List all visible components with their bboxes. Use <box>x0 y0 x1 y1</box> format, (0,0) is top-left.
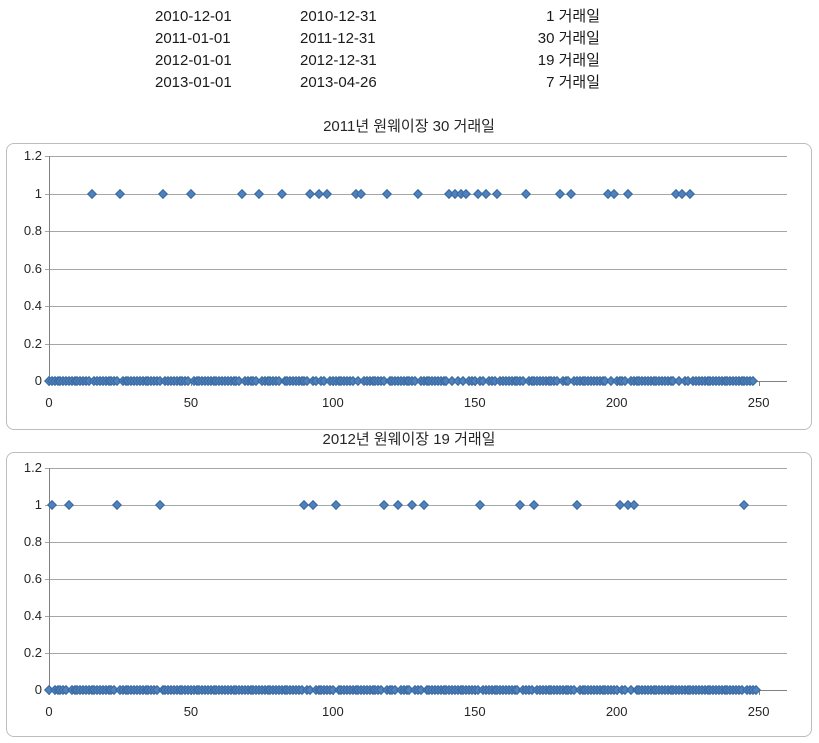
data-point <box>685 188 696 199</box>
y-tick-label: 0.8 <box>23 534 42 549</box>
trading-days-cell: 30 거래일 <box>537 30 600 47</box>
x-tick-label: 200 <box>605 704 628 719</box>
y-tick-label: 1.2 <box>23 460 42 475</box>
y-tick-label: 0.2 <box>23 335 42 351</box>
data-point <box>378 500 389 510</box>
table-row: 2011-01-01 2011-12-31 30 거래일 <box>0 28 819 50</box>
end-date-cell: 2011-12-31 <box>300 30 376 47</box>
data-point <box>623 188 633 199</box>
data-point <box>608 188 619 199</box>
data-point <box>418 500 429 510</box>
gridline-y <box>45 268 787 270</box>
data-point <box>515 500 526 510</box>
gridline-y <box>45 343 787 345</box>
data-point <box>393 500 404 510</box>
start-date-cell: 2010-12-01 <box>155 8 232 25</box>
x-tick-label: 250 <box>747 704 770 719</box>
trading-days-cell: 19 거래일 <box>537 52 600 69</box>
data-point <box>475 500 486 510</box>
y-tick-label: 0.2 <box>23 645 42 660</box>
data-point <box>572 500 582 510</box>
x-tick-label: 0 <box>45 704 53 719</box>
data-point <box>157 188 168 199</box>
data-point <box>739 500 750 510</box>
y-axis-line <box>49 468 50 691</box>
data-point <box>413 188 423 199</box>
data-point <box>308 500 318 510</box>
data-point <box>63 500 74 510</box>
y-tick-label: 0 <box>34 373 42 388</box>
data-point <box>237 188 247 199</box>
x-tick-label: 250 <box>747 395 770 410</box>
end-date-cell: 2013-04-26 <box>300 74 377 91</box>
x-tick-label: 50 <box>183 704 199 719</box>
end-date-cell: 2012-12-31 <box>300 52 377 69</box>
x-tick-label: 150 <box>463 395 486 410</box>
gridline-y <box>45 306 787 307</box>
y-tick-label: 0.6 <box>23 571 42 586</box>
gridline-y <box>45 579 787 580</box>
gridline-y <box>45 616 787 617</box>
data-point <box>407 500 418 510</box>
y-tick-label: 0.8 <box>23 223 42 238</box>
table-row: 2013-01-01 2013-04-26 7 거래일 <box>0 72 819 94</box>
data-point <box>154 500 165 510</box>
start-date-cell: 2011-01-01 <box>155 30 231 47</box>
data-point <box>86 188 97 199</box>
x-tick-mark <box>758 382 760 386</box>
data-point <box>381 188 392 199</box>
data-point <box>322 188 333 199</box>
x-tick-label: 0 <box>45 395 53 410</box>
x-tick-label: 150 <box>463 704 486 719</box>
x-tick-mark <box>758 691 760 695</box>
chart-title-2012: 2012년 원웨이장 19 거래일 <box>322 431 496 448</box>
y-tick-label: 0 <box>34 682 42 697</box>
x-tick-label: 100 <box>321 704 344 719</box>
y-tick-label: 1.2 <box>23 148 42 163</box>
y-axis-line <box>49 156 50 382</box>
data-point <box>254 188 264 199</box>
start-date-cell: 2012-01-01 <box>155 52 232 69</box>
data-point <box>492 188 503 199</box>
table-row: 2010-12-01 2010-12-31 1 거래일 <box>0 6 819 28</box>
y-tick-label: 0.6 <box>23 260 42 276</box>
chart-title-2011: 2011년 원웨이장 30 거래일 <box>323 118 495 135</box>
end-date-cell: 2010-12-31 <box>300 8 377 25</box>
y-tick-label: 0.4 <box>23 608 42 623</box>
data-point <box>330 500 341 510</box>
chart-2012: 1.2 1 0.8 0.6 0.4 0.2 0 0 50 100 150 200 250 <box>6 452 812 737</box>
data-point <box>566 188 577 199</box>
gridline-y <box>45 156 787 157</box>
chart-2011: 1.2 1 0.8 0.6 0.4 0.2 0 0 50 100 150 200 250 <box>6 143 812 430</box>
x-tick-label: 100 <box>321 395 344 410</box>
x-tick-label: 200 <box>605 395 628 410</box>
data-point <box>554 188 565 199</box>
data-point <box>115 188 125 199</box>
data-point <box>185 188 196 199</box>
trading-days-cell: 1 거래일 <box>546 8 600 25</box>
gridline-y <box>45 468 787 469</box>
gridline-y <box>45 542 787 543</box>
y-tick-label: 1 <box>34 497 42 512</box>
data-point <box>276 188 287 199</box>
data-point <box>481 188 492 199</box>
y-tick-label: 0.4 <box>23 298 42 313</box>
data-point <box>112 500 123 510</box>
start-date-cell: 2013-01-01 <box>155 74 232 91</box>
data-point <box>520 188 531 199</box>
trading-days-cell: 7 거래일 <box>546 74 600 91</box>
x-tick-label: 50 <box>183 395 199 410</box>
data-point <box>529 500 540 510</box>
y-tick-label: 1 <box>34 185 42 201</box>
gridline-y <box>45 653 787 654</box>
table-row: 2012-01-01 2012-12-31 19 거래일 <box>0 50 819 72</box>
gridline-y <box>45 231 787 232</box>
